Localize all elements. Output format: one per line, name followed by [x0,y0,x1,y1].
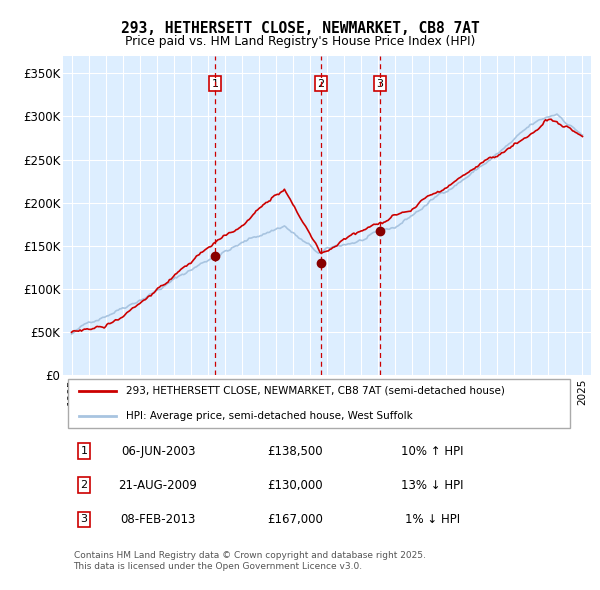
Text: 1% ↓ HPI: 1% ↓ HPI [405,513,460,526]
Text: 13% ↓ HPI: 13% ↓ HPI [401,478,464,491]
Text: HPI: Average price, semi-detached house, West Suffolk: HPI: Average price, semi-detached house,… [127,411,413,421]
Text: 1: 1 [212,78,218,88]
Text: 06-JUN-2003: 06-JUN-2003 [121,445,195,458]
Text: 3: 3 [80,514,88,525]
Text: 2: 2 [80,480,88,490]
Text: 3: 3 [376,78,383,88]
Text: Contains HM Land Registry data © Crown copyright and database right 2025.
This d: Contains HM Land Registry data © Crown c… [74,551,425,571]
Text: 2: 2 [317,78,324,88]
Text: 10% ↑ HPI: 10% ↑ HPI [401,445,464,458]
Text: 293, HETHERSETT CLOSE, NEWMARKET, CB8 7AT: 293, HETHERSETT CLOSE, NEWMARKET, CB8 7A… [121,21,479,36]
Text: 21-AUG-2009: 21-AUG-2009 [119,478,197,491]
Text: £130,000: £130,000 [268,478,323,491]
Text: 1: 1 [80,446,88,456]
Text: £167,000: £167,000 [268,513,323,526]
Text: 293, HETHERSETT CLOSE, NEWMARKET, CB8 7AT (semi-detached house): 293, HETHERSETT CLOSE, NEWMARKET, CB8 7A… [127,386,505,396]
FancyBboxPatch shape [68,379,570,428]
Text: 08-FEB-2013: 08-FEB-2013 [121,513,196,526]
Text: Price paid vs. HM Land Registry's House Price Index (HPI): Price paid vs. HM Land Registry's House … [125,35,475,48]
Text: £138,500: £138,500 [268,445,323,458]
